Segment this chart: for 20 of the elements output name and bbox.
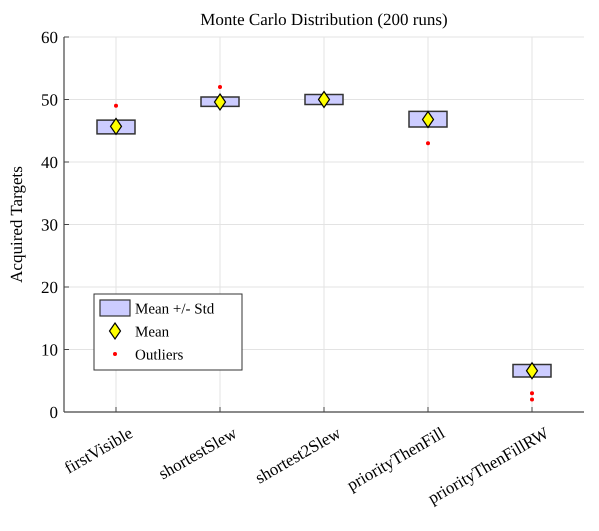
- point: [114, 104, 118, 108]
- legend-label: Mean +/- Std: [135, 301, 215, 318]
- point: [422, 110, 434, 128]
- point: [318, 90, 330, 108]
- point: [530, 398, 534, 402]
- y-tick-label: 20: [41, 278, 58, 297]
- y-axis-title: Acquired Targets: [7, 166, 26, 283]
- point: [214, 93, 226, 111]
- legend-label: Mean: [135, 324, 170, 340]
- y-tick-label: 0: [50, 402, 58, 422]
- y-tick-label: 10: [41, 340, 58, 360]
- y-tick-label: 40: [41, 152, 58, 172]
- y-tick-label: 30: [41, 215, 58, 234]
- legend-label: Outliers: [135, 347, 184, 364]
- point: [218, 85, 222, 89]
- chart-title: Monte Carlo Distribution (200 runs): [200, 10, 448, 29]
- point: [110, 118, 122, 135]
- y-tick-label: 60: [41, 28, 58, 47]
- point: [526, 362, 538, 380]
- y-tick-label: 50: [41, 90, 58, 110]
